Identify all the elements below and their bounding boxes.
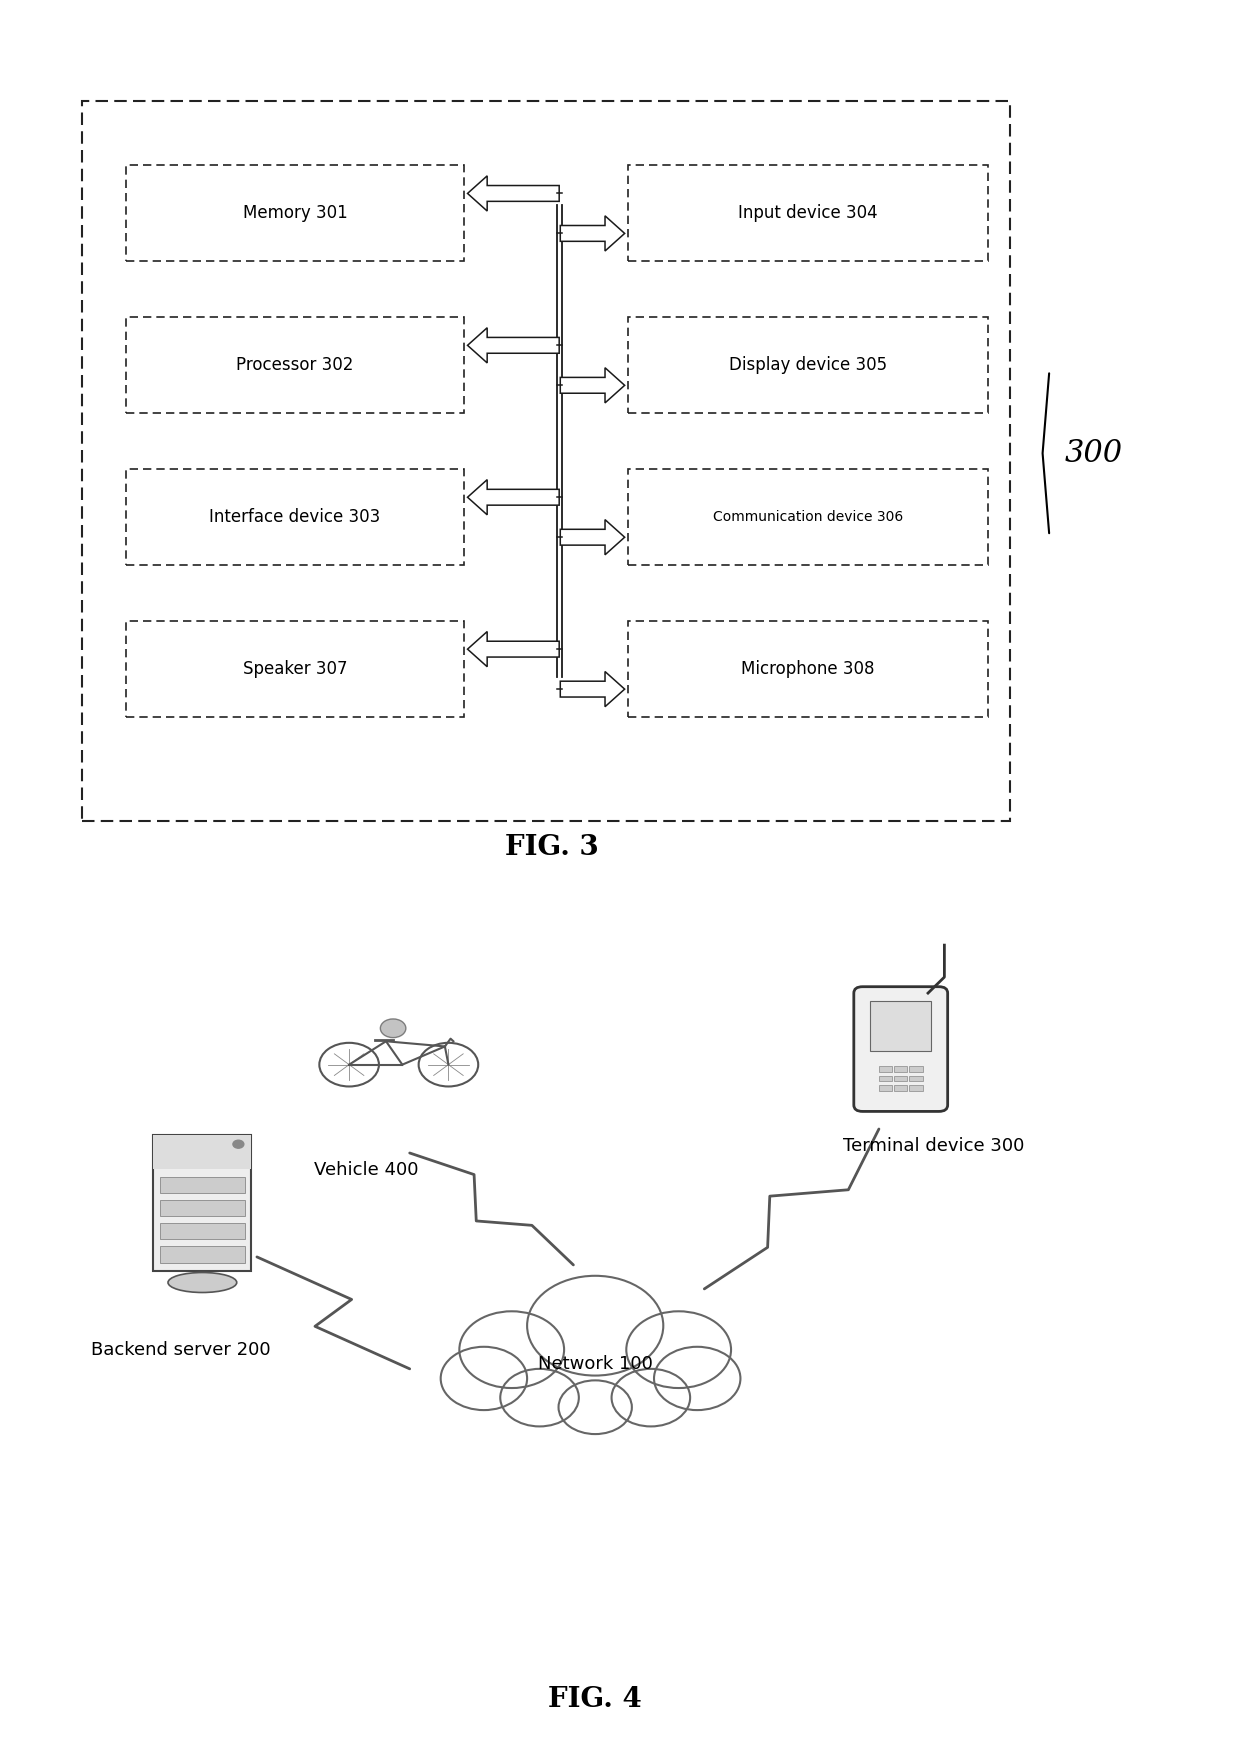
- Text: Display device 305: Display device 305: [729, 356, 887, 374]
- Text: Network 100: Network 100: [538, 1356, 652, 1373]
- Text: 300: 300: [1064, 438, 1122, 469]
- Polygon shape: [467, 328, 559, 363]
- Polygon shape: [560, 671, 625, 707]
- Bar: [879, 1086, 892, 1091]
- Bar: [909, 1065, 923, 1072]
- Bar: [870, 1001, 931, 1051]
- Text: Speaker 307: Speaker 307: [243, 660, 347, 678]
- Circle shape: [440, 1347, 527, 1410]
- Circle shape: [381, 1018, 405, 1038]
- Polygon shape: [467, 480, 559, 514]
- Text: Terminal device 300: Terminal device 300: [843, 1137, 1024, 1156]
- Bar: [160, 1199, 246, 1217]
- Bar: [894, 1065, 908, 1072]
- Bar: [627, 620, 988, 718]
- Text: Microphone 308: Microphone 308: [742, 660, 874, 678]
- Bar: [126, 165, 464, 261]
- Bar: [126, 469, 464, 565]
- Text: FIG. 3: FIG. 3: [505, 834, 599, 860]
- Bar: [160, 1224, 246, 1239]
- Polygon shape: [467, 631, 559, 667]
- Bar: [160, 1246, 246, 1262]
- Bar: [154, 1135, 252, 1168]
- Circle shape: [611, 1370, 691, 1427]
- Text: Memory 301: Memory 301: [243, 205, 347, 222]
- Bar: [894, 1076, 908, 1081]
- Text: Processor 302: Processor 302: [237, 356, 353, 374]
- Text: Backend server 200: Backend server 200: [91, 1342, 270, 1359]
- Circle shape: [233, 1140, 244, 1149]
- Bar: [879, 1076, 892, 1081]
- Bar: [627, 318, 988, 414]
- Polygon shape: [560, 520, 625, 554]
- Text: Input device 304: Input device 304: [738, 205, 878, 222]
- Bar: [126, 318, 464, 414]
- Circle shape: [459, 1310, 564, 1389]
- Circle shape: [626, 1310, 732, 1389]
- Bar: [909, 1076, 923, 1081]
- Bar: [894, 1086, 908, 1091]
- Circle shape: [653, 1347, 740, 1410]
- FancyBboxPatch shape: [154, 1135, 252, 1270]
- Ellipse shape: [167, 1272, 237, 1293]
- Text: Interface device 303: Interface device 303: [210, 507, 381, 527]
- Bar: [82, 101, 1009, 820]
- Circle shape: [527, 1276, 663, 1375]
- Bar: [160, 1177, 246, 1194]
- Bar: [627, 165, 988, 261]
- Circle shape: [500, 1370, 579, 1427]
- Bar: [879, 1065, 892, 1072]
- Bar: [909, 1086, 923, 1091]
- Text: Communication device 306: Communication device 306: [713, 511, 903, 525]
- Polygon shape: [560, 368, 625, 403]
- Polygon shape: [560, 216, 625, 250]
- Polygon shape: [467, 176, 559, 210]
- Circle shape: [558, 1380, 632, 1434]
- Bar: [627, 469, 988, 565]
- FancyBboxPatch shape: [854, 987, 947, 1111]
- Bar: [126, 620, 464, 718]
- Text: FIG. 4: FIG. 4: [548, 1686, 642, 1712]
- Text: Vehicle 400: Vehicle 400: [314, 1161, 418, 1178]
